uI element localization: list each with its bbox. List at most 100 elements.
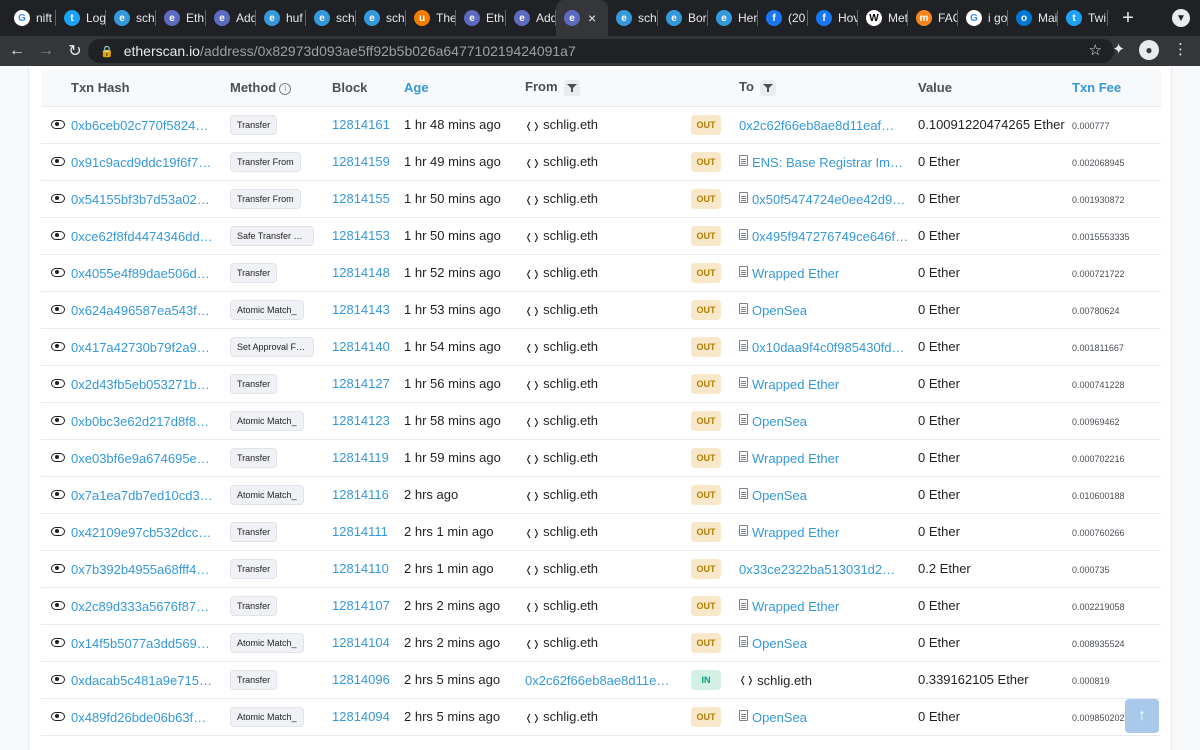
browser-tab[interactable]: e ×: [556, 0, 608, 36]
txn-hash-link[interactable]: 0xb6ceb02c770f582499…: [71, 117, 213, 133]
block-link[interactable]: 12814140: [332, 339, 390, 354]
browser-tab[interactable]: e sch: [608, 0, 658, 36]
block-link[interactable]: 12814148: [332, 265, 390, 280]
browser-tab[interactable]: e Eth: [456, 0, 506, 36]
profile-avatar-icon[interactable]: ●: [1139, 40, 1159, 60]
txn-hash-link[interactable]: 0x489fd26bde06b63f644…: [71, 709, 213, 725]
txn-hash-link[interactable]: 0xdacab5c481a9e7150b…: [71, 672, 213, 688]
eye-icon[interactable]: [51, 194, 65, 203]
extensions-puzzle-icon[interactable]: ✦: [1112, 41, 1125, 58]
to-address-link[interactable]: OpenSea: [752, 635, 807, 651]
txn-hash-link[interactable]: 0x417a42730b79f2a9dc…: [71, 339, 213, 355]
block-link[interactable]: 12814143: [332, 302, 390, 317]
eye-icon[interactable]: [51, 601, 65, 610]
block-link[interactable]: 12814159: [332, 154, 390, 169]
block-link[interactable]: 12814127: [332, 376, 390, 391]
forward-button[interactable]: →: [38, 42, 54, 59]
txn-hash-link[interactable]: 0x54155bf3b7d53a02e7…: [71, 191, 213, 207]
eye-icon[interactable]: [51, 453, 65, 462]
eye-icon[interactable]: [51, 268, 65, 277]
txn-hash-link[interactable]: 0x2d43fb5eb053271b64…: [71, 376, 213, 392]
browser-tab[interactable]: o Mai: [1008, 0, 1058, 36]
info-icon[interactable]: i: [279, 83, 292, 96]
txn-hash-link[interactable]: 0x91c9acd9ddc19f6f7c0…: [71, 154, 213, 170]
to-filter-icon[interactable]: [759, 80, 776, 97]
block-link[interactable]: 12814161: [332, 117, 390, 132]
txn-hash-link[interactable]: 0xe03bf6e9a674695e5a…: [71, 450, 213, 466]
to-address-link[interactable]: Wrapped Ether: [752, 524, 840, 540]
to-address-link[interactable]: Wrapped Ether: [752, 376, 840, 392]
menu-kebab-icon[interactable]: ⋮: [1173, 41, 1188, 58]
browser-tab[interactable]: e Add: [506, 0, 556, 36]
tab-search-icon[interactable]: ▼: [1172, 9, 1190, 27]
block-link[interactable]: 12814123: [332, 413, 390, 428]
eye-icon[interactable]: [51, 638, 65, 647]
to-address-link[interactable]: 0x50f5474724e0ee42d9…: [752, 191, 906, 207]
eye-icon[interactable]: [51, 231, 65, 240]
lock-icon[interactable]: 🔒: [100, 45, 114, 58]
txn-hash-link[interactable]: 0x42109e97cb532dccf88…: [71, 524, 213, 540]
block-link[interactable]: 12814110: [332, 561, 389, 576]
to-address-link[interactable]: OpenSea: [752, 709, 807, 725]
browser-tab[interactable]: m FAC: [908, 0, 958, 36]
arrow-up-icon[interactable]: ↑: [1138, 707, 1146, 724]
eye-icon[interactable]: [51, 490, 65, 499]
header-txn-fee[interactable]: Txn Fee: [1072, 70, 1161, 107]
browser-tab[interactable]: e Her: [708, 0, 758, 36]
browser-tab[interactable]: e huf: [256, 0, 306, 36]
bookmark-star-icon[interactable]: ☆: [1088, 42, 1102, 59]
from-filter-icon[interactable]: [563, 80, 580, 97]
block-link[interactable]: 12814111: [332, 524, 388, 539]
txn-hash-link[interactable]: 0x7b392b4955a68fff4d9…: [71, 561, 213, 577]
block-link[interactable]: 12814119: [332, 450, 389, 465]
header-age-label[interactable]: Age: [404, 80, 429, 96]
eye-icon[interactable]: [51, 527, 65, 536]
to-address-link[interactable]: Wrapped Ether: [752, 598, 840, 614]
block-link[interactable]: 12814116: [332, 487, 389, 502]
scroll-to-top-button[interactable]: ↑: [1125, 699, 1159, 733]
eye-icon[interactable]: [51, 305, 65, 314]
reload-button[interactable]: ↻: [68, 43, 82, 60]
to-address-link[interactable]: OpenSea: [752, 302, 807, 318]
block-link[interactable]: 12814153: [332, 228, 390, 243]
browser-tab[interactable]: e Add: [206, 0, 256, 36]
browser-tab[interactable]: f Hov: [808, 0, 858, 36]
to-address-link[interactable]: OpenSea: [752, 413, 807, 429]
close-tab-icon[interactable]: ×: [588, 10, 597, 26]
from-address-link[interactable]: 0x2c62f66eb8ae8d11eaf…: [525, 672, 675, 688]
eye-icon[interactable]: [51, 416, 65, 425]
block-link[interactable]: 12814155: [332, 191, 390, 206]
browser-tab[interactable]: e Bor: [658, 0, 708, 36]
browser-tab[interactable]: W Met: [858, 0, 908, 36]
txn-hash-link[interactable]: 0x4055e4f89dae506d9d…: [71, 265, 213, 281]
browser-tab[interactable]: t Twi: [1058, 0, 1108, 36]
browser-tab[interactable]: e sch: [106, 0, 156, 36]
txn-hash-link[interactable]: 0x2c89d333a5676f8747…: [71, 598, 213, 614]
block-link[interactable]: 12814094: [332, 709, 390, 724]
browser-tab[interactable]: e sch: [306, 0, 356, 36]
eye-icon[interactable]: [51, 564, 65, 573]
to-address-link[interactable]: 0x2c62f66eb8ae8d11eaf…: [739, 117, 895, 133]
address-bar[interactable]: 🔒 etherscan.io/address/0x82973d093ae5ff9…: [88, 39, 1114, 63]
txn-hash-link[interactable]: 0x14f5b5077a3dd56995…: [71, 635, 213, 651]
to-address-link[interactable]: 0x10daa9f4c0f985430fd…: [752, 339, 905, 355]
block-link[interactable]: 12814104: [332, 635, 390, 650]
browser-tab[interactable]: f (20: [758, 0, 808, 36]
to-address-link[interactable]: ENS: Base Registrar Imp…: [752, 154, 910, 170]
browser-tab[interactable]: e sch: [356, 0, 406, 36]
to-address-link[interactable]: 0x33ce2322ba513031d2…: [739, 561, 896, 577]
to-address-link[interactable]: Wrapped Ether: [752, 450, 840, 466]
eye-icon[interactable]: [51, 157, 65, 166]
eye-icon[interactable]: [51, 712, 65, 721]
eye-icon[interactable]: [51, 120, 65, 129]
back-button[interactable]: ←: [9, 42, 25, 59]
txn-hash-link[interactable]: 0x624a496587ea543f88…: [71, 302, 213, 318]
eye-icon[interactable]: [51, 379, 65, 388]
txn-hash-link[interactable]: 0x7a1ea7db7ed10cd339…: [71, 487, 213, 503]
to-address-link[interactable]: 0x495f947276749ce646f…: [752, 228, 909, 244]
browser-tab[interactable]: t Log: [56, 0, 106, 36]
browser-tab[interactable]: e Eth: [156, 0, 206, 36]
eye-icon[interactable]: [51, 675, 65, 684]
